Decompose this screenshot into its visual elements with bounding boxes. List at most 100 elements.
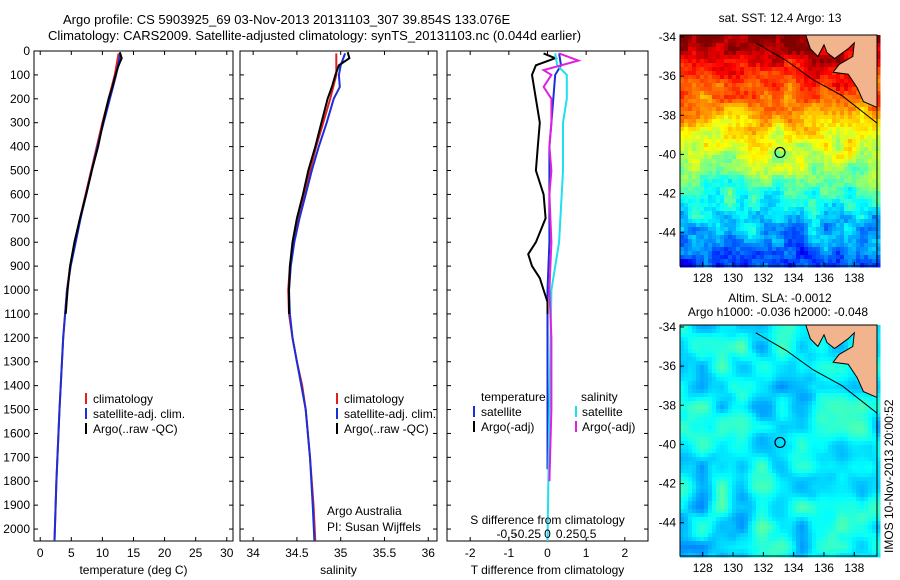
map-cell — [780, 357, 785, 362]
map-cell — [800, 247, 805, 252]
map-cell — [728, 465, 733, 470]
map-cell — [800, 43, 805, 48]
map-cell — [720, 207, 725, 212]
map-cell — [736, 143, 741, 148]
map-cell — [716, 127, 721, 132]
map-cell — [872, 429, 877, 434]
map-cell — [872, 239, 877, 244]
map-cell — [876, 147, 881, 152]
map-cell — [872, 107, 877, 112]
map-cell — [872, 215, 877, 220]
map-cell — [688, 457, 693, 462]
map-cell — [740, 219, 745, 224]
map-cell — [864, 103, 869, 108]
map-cell — [720, 111, 725, 116]
map-cell — [684, 441, 689, 446]
map-cell — [720, 139, 725, 144]
map-cell — [776, 231, 781, 236]
map-cell — [876, 461, 881, 466]
map-cell — [728, 337, 733, 342]
map-cell — [764, 385, 769, 390]
map-cell — [868, 199, 873, 204]
map-cell — [720, 175, 725, 180]
map-cell — [736, 429, 741, 434]
map-cell — [724, 341, 729, 346]
map-cell — [800, 55, 805, 60]
map-cell — [764, 151, 769, 156]
map-cell — [864, 235, 869, 240]
map-cell — [820, 119, 825, 124]
map-cell — [804, 159, 809, 164]
y-tick-label: 1900 — [3, 498, 30, 512]
map-cell — [792, 405, 797, 410]
map-cell — [876, 127, 881, 132]
map-cell — [772, 377, 777, 382]
map-cell — [872, 187, 877, 192]
map-cell — [744, 437, 749, 442]
map-cell — [716, 83, 721, 88]
map-cell — [836, 75, 841, 80]
map-cell — [724, 51, 729, 56]
map-cell — [800, 215, 805, 220]
map-cell — [688, 341, 693, 346]
map-cell — [876, 345, 881, 350]
map-cell — [716, 457, 721, 462]
map-cell — [788, 333, 793, 338]
map-cell — [760, 163, 765, 168]
map-cell — [724, 63, 729, 68]
map-cell — [712, 115, 717, 120]
map-cell — [732, 429, 737, 434]
map-cell — [684, 361, 689, 366]
map-cell — [788, 195, 793, 200]
map-cell — [876, 337, 881, 342]
map-cell — [736, 67, 741, 72]
map-cell — [692, 401, 697, 406]
map-cell — [872, 123, 877, 128]
map-cell — [680, 223, 685, 228]
map-cell — [732, 59, 737, 64]
map-cell — [764, 99, 769, 104]
map-cell — [740, 35, 745, 40]
map-cell — [784, 377, 789, 382]
map-cell — [796, 223, 801, 228]
map-cell — [808, 449, 813, 454]
map-cell — [720, 51, 725, 56]
map-cell — [796, 413, 801, 418]
map-cell — [836, 239, 841, 244]
map-cell — [820, 341, 825, 346]
map-cell — [736, 155, 741, 160]
map-cell — [736, 417, 741, 422]
map-cell — [768, 95, 773, 100]
map-cell — [780, 421, 785, 426]
map-cell — [780, 107, 785, 112]
map-cell — [868, 171, 873, 176]
map-cell — [772, 369, 777, 374]
map-cell — [732, 465, 737, 470]
map-cell — [856, 385, 861, 390]
map-cell — [744, 441, 749, 446]
map-cell — [836, 413, 841, 418]
map-cell — [772, 155, 777, 160]
map-cell — [752, 465, 757, 470]
map-cell — [700, 183, 705, 188]
map-cell — [860, 207, 865, 212]
map-cell — [876, 167, 881, 172]
map-cell — [792, 159, 797, 164]
map-cell — [768, 337, 773, 342]
map-cell — [716, 199, 721, 204]
map-cell — [760, 159, 765, 164]
map-cell — [820, 409, 825, 414]
map-cell — [712, 147, 717, 152]
map-cell — [840, 223, 845, 228]
map-cell — [752, 211, 757, 216]
map-cell — [808, 453, 813, 458]
map-cell — [816, 207, 821, 212]
map-cell — [796, 247, 801, 252]
map-cell — [792, 365, 797, 370]
map-cell — [796, 131, 801, 136]
map-cell — [816, 195, 821, 200]
map-cell — [760, 155, 765, 160]
map-cell — [760, 353, 765, 358]
map-cell — [824, 143, 829, 148]
x-tick-label: 5 — [68, 546, 75, 560]
